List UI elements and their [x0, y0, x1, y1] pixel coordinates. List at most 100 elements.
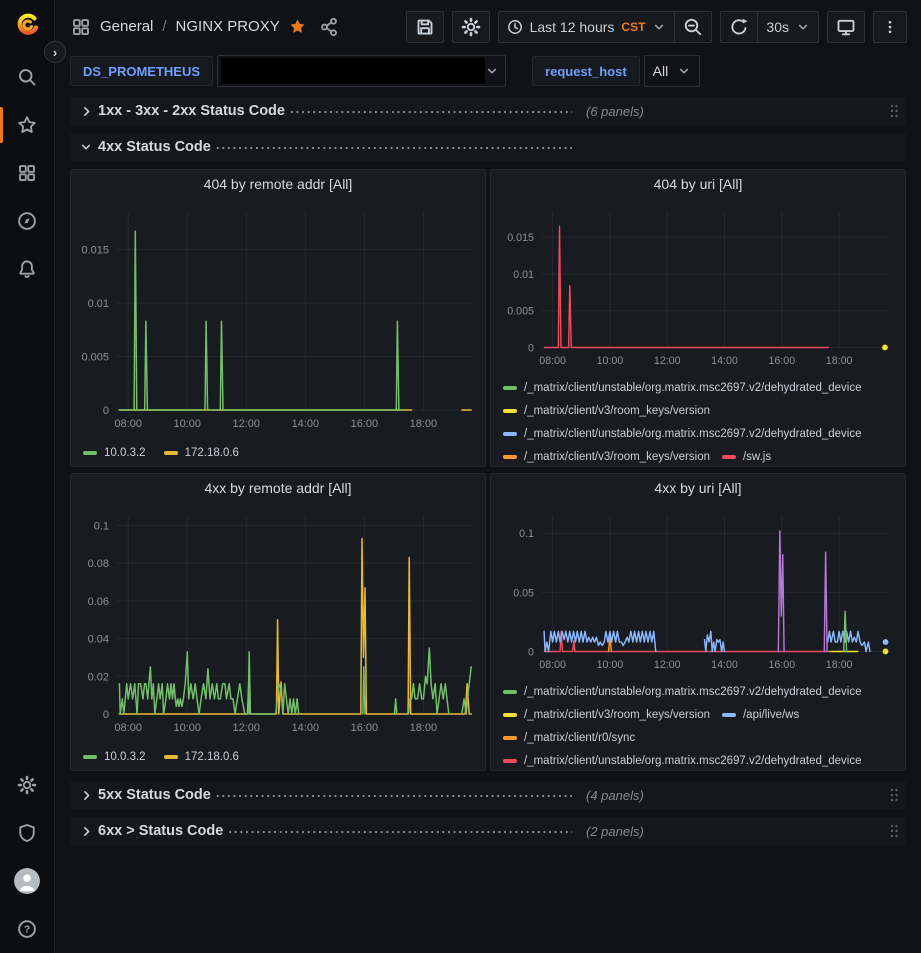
legend-item[interactable]: /_matrix/client/r0/sync — [503, 727, 635, 750]
sidebar-item-dashboards[interactable] — [0, 149, 54, 197]
legend-item[interactable]: /_matrix/client/unstable/org.matrix.msc2… — [503, 681, 862, 704]
tv-mode-button[interactable] — [827, 10, 865, 43]
legend-series-swatch — [721, 455, 736, 460]
grafana-logo-icon[interactable] — [0, 0, 54, 53]
panel-legend: /_matrix/client/unstable/org.matrix.msc2… — [491, 373, 905, 466]
share-icon[interactable] — [319, 17, 339, 37]
chevron-right-icon — [78, 789, 94, 802]
time-series-chart[interactable]: 0 0.02 0.04 0.06 0.08 0.1 08:00 10:00 12:00 14:00… — [71, 502, 485, 740]
datasource-variable-value — [221, 58, 486, 84]
svg-text:0.06: 0.06 — [88, 596, 109, 608]
sidebar-item-profile[interactable] — [0, 857, 54, 905]
legend-item[interactable]: /_matrix/client/unstable/org.matrix.msc2… — [503, 377, 862, 400]
breadcrumb-section[interactable]: General — [100, 18, 154, 35]
refresh-interval-label: 30s — [766, 18, 789, 35]
sidebar-item-configuration[interactable] — [0, 761, 54, 809]
panel-title[interactable]: 404 by uri [All] — [653, 176, 743, 192]
svg-text:0.015: 0.015 — [507, 232, 534, 244]
breadcrumb-title[interactable]: NGINX PROXY — [175, 18, 280, 35]
panel-4xx-by-remote-addr-all: 4xx by remote addr [All] 0 0.02 0.04 0.06 0.0… — [70, 473, 486, 771]
row-panel-count: (4 panels) — [586, 787, 644, 803]
svg-text:16:00: 16:00 — [351, 722, 379, 734]
svg-text:18:00: 18:00 — [410, 722, 438, 734]
legend-item[interactable]: /_matrix/client/unstable/org.matrix.msc2… — [503, 750, 862, 770]
row-1xx-3xx-2xx-status-code[interactable]: 1xx - 3xx - 2xx Status Code.............… — [70, 97, 906, 125]
row-drag-handle[interactable] — [888, 787, 900, 803]
svg-text:10:00: 10:00 — [173, 418, 201, 430]
chevron-right-icon — [78, 825, 94, 838]
avatar-icon — [14, 868, 40, 894]
svg-text:08:00: 08:00 — [114, 722, 142, 734]
legend-series-label: 10.0.3.2 — [104, 751, 146, 763]
svg-text:18:00: 18:00 — [410, 418, 438, 430]
svg-text:?: ? — [24, 925, 30, 936]
sidebar-item-starred[interactable] — [0, 101, 54, 149]
sidebar-item-server-admin[interactable] — [0, 809, 54, 857]
time-range-picker[interactable]: Last 12 hours CST — [497, 10, 676, 43]
favorite-star-icon[interactable] — [289, 18, 306, 35]
legend-series-label: /_matrix/client/unstable/org.matrix.msc2… — [524, 686, 862, 699]
refresh-icon — [729, 17, 749, 37]
svg-text:0.04: 0.04 — [88, 634, 109, 646]
legend-item[interactable]: /_matrix/client/unstable/org.matrix.msc2… — [503, 423, 862, 446]
row-5xx-status-code[interactable]: 5xx Status Code.........................… — [70, 781, 906, 809]
sidebar-top-items — [0, 53, 54, 293]
panel-title[interactable]: 404 by remote addr [All] — [203, 176, 353, 192]
svg-text:10:00: 10:00 — [597, 659, 624, 671]
legend-item[interactable]: /_matrix/client/v3/room_keys/version — [503, 704, 710, 727]
row-title: 4xx Status Code — [98, 139, 211, 155]
time-series-chart[interactable]: 0 0.005 0.01 0.015 08:00 10:00 12:00 14:00 16:00… — [491, 198, 905, 373]
legend-item[interactable]: 10.0.3.2 — [83, 747, 146, 767]
time-series-chart[interactable]: 0 0.05 0.1 08:00 10:00 12:00 14:00 16:00 18:00 — [491, 502, 905, 677]
save-dashboard-button[interactable] — [405, 10, 444, 43]
legend-item[interactable]: /_matrix/client/v3/room_keys/version — [503, 400, 710, 423]
panel-legend: /_matrix/client/unstable/org.matrix.msc2… — [491, 677, 905, 770]
row-6xx-status-code[interactable]: 6xx > Status Code.......................… — [70, 817, 906, 845]
row-dots-leader: ........................................… — [289, 103, 572, 116]
row-title: 1xx - 3xx - 2xx Status Code — [98, 103, 285, 119]
row-drag-handle[interactable] — [888, 103, 900, 119]
legend-series-label: /_matrix/client/unstable/org.matrix.msc2… — [524, 382, 862, 395]
datasource-variable-select[interactable] — [217, 55, 507, 87]
shield-icon — [17, 823, 37, 843]
sidebar-item-help[interactable]: ? — [0, 905, 54, 953]
row-4xx-status-code[interactable]: 4xx Status Code.........................… — [70, 133, 906, 161]
bell-icon — [17, 259, 37, 279]
zoom-out-time-button[interactable] — [675, 10, 713, 43]
host-variable-label: request_host — [532, 56, 640, 86]
svg-text:12:00: 12:00 — [233, 722, 261, 734]
row-drag-handle[interactable] — [888, 823, 900, 839]
legend-series-swatch — [721, 713, 736, 718]
time-series-chart[interactable]: 0 0.005 0.01 0.015 08:00 10:00 12:00 14:00 16:00… — [71, 198, 485, 436]
panel-title[interactable]: 4xx by remote addr [All] — [204, 480, 352, 496]
clock-icon — [507, 19, 523, 35]
legend-item[interactable]: /sw.js — [721, 446, 771, 466]
refresh-interval-picker[interactable]: 30s — [758, 10, 819, 43]
host-variable-select[interactable]: All — [643, 55, 700, 87]
chevron-down-icon — [796, 20, 810, 34]
sidebar-item-search[interactable] — [0, 53, 54, 101]
dashboard-settings-button[interactable] — [451, 10, 490, 43]
svg-text:0.1: 0.1 — [94, 520, 109, 532]
sidebar-item-explore[interactable] — [0, 197, 54, 245]
panel-grid: 404 by remote addr [All] 0 0.005 0.01 0.015 0… — [70, 169, 906, 771]
datasource-variable-label: DS_PROMETHEUS — [70, 56, 214, 86]
sidebar: ? — [0, 0, 55, 953]
legend-item[interactable]: 172.18.0.6 — [163, 747, 239, 767]
explore-icon — [17, 211, 37, 231]
more-options-button[interactable] — [873, 10, 907, 43]
refresh-button[interactable] — [720, 10, 759, 43]
legend-series-label: /_matrix/client/v3/room_keys/version — [524, 451, 710, 464]
panel-title[interactable]: 4xx by uri [All] — [654, 480, 742, 496]
host-variable-value: All — [652, 63, 669, 79]
legend-series-label: 172.18.0.6 — [184, 751, 239, 763]
sidebar-expand-button[interactable]: › — [44, 41, 66, 63]
svg-text:0.1: 0.1 — [519, 528, 534, 540]
legend-item[interactable]: /_matrix/client/v3/room_keys/version — [503, 446, 710, 466]
legend-item[interactable]: 10.0.3.2 — [83, 443, 146, 463]
svg-text:16:00: 16:00 — [768, 659, 795, 671]
legend-item[interactable]: /api/live/ws — [721, 704, 799, 727]
sidebar-item-alerting[interactable] — [0, 245, 54, 293]
legend-item[interactable]: 172.18.0.6 — [163, 443, 239, 463]
apps-grid-icon[interactable] — [71, 17, 91, 37]
